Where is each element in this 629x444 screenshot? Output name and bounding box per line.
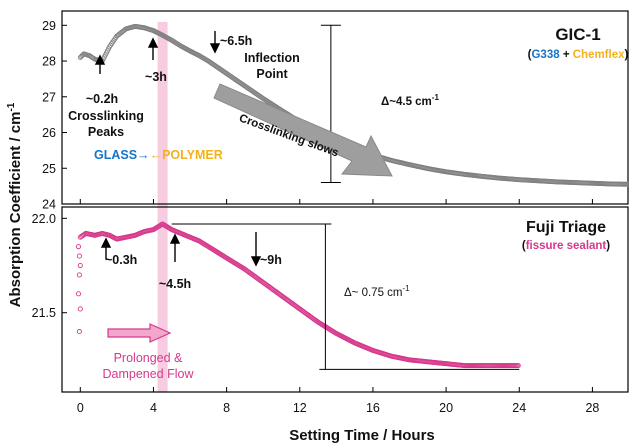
data-point [76,272,82,278]
annot-0-3h: ~0.3h [105,253,137,267]
annot-0-2h: ~0.2h [86,92,118,106]
bottom-series [75,221,521,369]
x-tick-label: 20 [439,401,453,415]
annot-dampened: Dampened Flow [102,367,194,381]
y-tick-label-bottom: 21.5 [32,306,56,320]
annot-delta-top-sup: -1 [432,93,440,102]
top-subtitle-plus: + [560,49,573,61]
data-point [75,244,82,250]
x-tick-label: 0 [77,401,84,415]
data-point [625,181,629,187]
annot-3h: ~3h [145,70,167,84]
y-axis-label-sup: -1 [6,102,17,111]
annot-6-5h: ~6.5h [220,34,252,48]
bottom-subtitle: (fissure sealant) [522,240,610,252]
annot-delta-bottom-sup: -1 [403,284,411,293]
annot-polymer: ←POLYMER [150,148,223,162]
y-tick-label-top: 28 [42,55,56,69]
top-subtitle-part1: G338 [531,49,560,61]
axis-ticks: 0 4 8 12 16 20 24 28 24 25 26 27 28 29 21.5 22.0 [32,19,600,415]
bottom-panel-frame [61,206,629,393]
annot-delta-top: Δ~4.5 cm-1 [381,93,439,108]
annot-crosslinking: Crosslinking [68,109,144,123]
x-tick-label: 24 [512,401,526,415]
data-point [75,291,82,297]
top-title: GIC-1 [555,25,600,44]
bottom-subtitle-close: ) [606,240,610,252]
bottom-title: Fuji Triage [526,219,606,236]
annot-point: Point [256,67,288,81]
x-tick-label: 4 [150,401,157,415]
data-point [77,262,83,269]
data-point [515,363,521,369]
data-point [77,306,83,312]
flow-arrow [107,323,172,343]
annot-glass: GLASS→ [94,148,150,162]
annot-glass-polymer: GLASS→←POLYMER [94,148,223,162]
y-tick-label-top: 24 [42,198,56,212]
delta-bar-bottom [171,223,520,370]
crosslinking-slows-arrow [213,83,393,177]
annot-prolonged: Prolonged & [114,351,183,365]
y-tick-label-top: 29 [42,19,56,33]
annot-delta-top-text: Δ~4.5 cm [381,96,432,108]
annot-delta-bottom-text: Δ~ 0.75 cm [344,287,403,299]
data-point [76,329,82,335]
y-tick-label-top: 26 [42,126,56,140]
y-axis-label-text: Absorption Coefficient / cm [7,112,24,308]
y-tick-label-bottom: 22.0 [32,212,56,226]
top-panel-frame [61,10,629,205]
x-tick-label: 28 [585,401,599,415]
x-tick-label: 12 [293,401,307,415]
bottom-subtitle-part1: fissure sealant [526,240,607,252]
annot-peaks: Peaks [88,125,124,139]
x-tick-label: 8 [223,401,230,415]
y-tick-label-top: 25 [42,162,56,176]
annot-delta-bottom: Δ~ 0.75 cm-1 [344,284,410,299]
y-tick-label-top: 27 [42,90,56,104]
annot-4-5h: ~4.5h [159,277,191,291]
data-point [76,253,82,259]
annot-9h: ~9h [260,253,282,267]
bottom-subtitle-open: ( [522,240,526,252]
top-subtitle: (G338 + Chemflex) [528,49,629,61]
y-axis-label: Absorption Coefficient / cm-1 [6,102,24,307]
delta-bar-top [320,24,341,184]
top-subtitle-close: ) [625,49,629,61]
x-tick-label: 16 [366,401,380,415]
x-axis-label: Setting Time / Hours [289,427,435,444]
top-subtitle-open: ( [528,49,532,61]
top-subtitle-part2: Chemflex [573,49,625,61]
annotation-arrows [94,31,262,267]
annot-inflection: Inflection [244,51,300,65]
